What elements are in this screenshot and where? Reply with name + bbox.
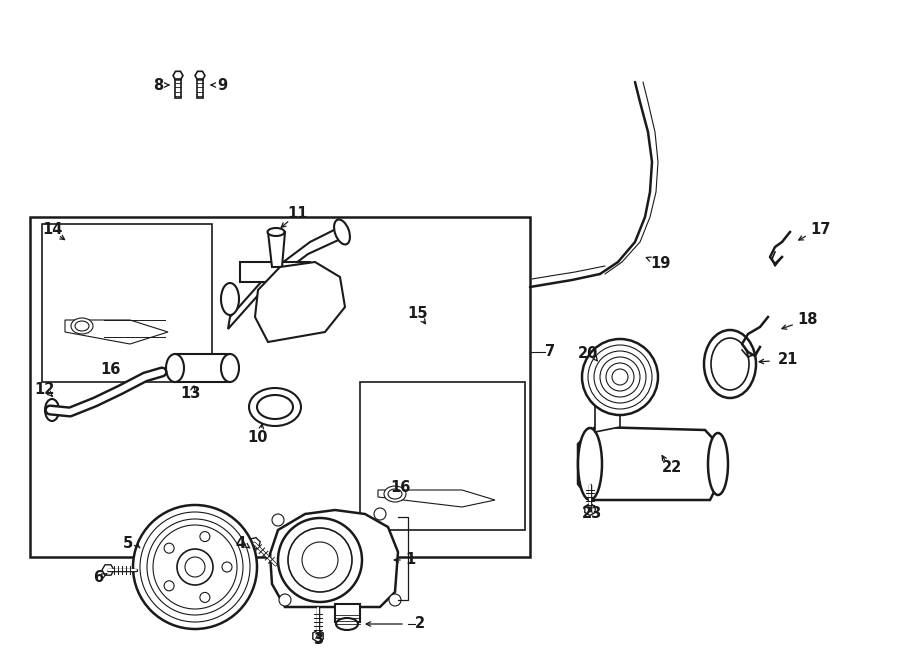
Polygon shape (313, 630, 323, 642)
Text: 9: 9 (217, 77, 227, 93)
Circle shape (582, 339, 658, 415)
Text: 8: 8 (153, 77, 163, 93)
Ellipse shape (45, 399, 59, 421)
Text: 2: 2 (415, 616, 425, 632)
Circle shape (164, 544, 174, 553)
Circle shape (200, 532, 210, 542)
Circle shape (588, 345, 652, 409)
Circle shape (140, 512, 250, 622)
Circle shape (279, 594, 291, 606)
Circle shape (278, 518, 362, 602)
Polygon shape (173, 71, 183, 80)
Ellipse shape (334, 220, 350, 244)
Circle shape (153, 525, 237, 609)
Text: 13: 13 (180, 387, 200, 401)
Ellipse shape (221, 283, 239, 315)
Text: 15: 15 (408, 307, 428, 322)
Bar (42, 224, 212, 382)
Text: 20: 20 (578, 346, 599, 361)
Text: 7: 7 (545, 344, 555, 359)
Polygon shape (268, 232, 285, 267)
Circle shape (147, 519, 243, 615)
Circle shape (606, 363, 634, 391)
Polygon shape (595, 404, 620, 432)
Text: 17: 17 (810, 222, 830, 238)
Ellipse shape (578, 428, 602, 500)
Text: 10: 10 (248, 430, 268, 444)
Polygon shape (335, 604, 360, 622)
Ellipse shape (71, 318, 93, 334)
Polygon shape (248, 538, 260, 549)
Polygon shape (578, 427, 718, 500)
Text: 4: 4 (235, 536, 245, 551)
Circle shape (222, 562, 232, 572)
Polygon shape (175, 354, 230, 382)
Polygon shape (240, 262, 310, 282)
Polygon shape (270, 510, 398, 607)
Circle shape (612, 369, 628, 385)
Ellipse shape (75, 321, 89, 331)
Polygon shape (65, 320, 168, 344)
Text: 18: 18 (797, 312, 818, 328)
Ellipse shape (388, 489, 402, 499)
Circle shape (600, 357, 640, 397)
Bar (197, 75, 202, 98)
Circle shape (374, 508, 386, 520)
Polygon shape (228, 227, 345, 329)
Circle shape (164, 581, 174, 591)
Ellipse shape (166, 354, 184, 382)
Text: 16: 16 (100, 363, 121, 377)
Circle shape (594, 351, 646, 403)
Bar (176, 75, 181, 98)
Text: 21: 21 (778, 352, 798, 367)
Polygon shape (585, 504, 595, 516)
Polygon shape (255, 262, 345, 342)
Circle shape (200, 592, 210, 602)
Circle shape (133, 505, 257, 629)
Bar (30, 217, 530, 557)
Polygon shape (378, 490, 495, 507)
Text: 14: 14 (41, 222, 62, 238)
Ellipse shape (704, 330, 756, 398)
Circle shape (389, 594, 401, 606)
Ellipse shape (711, 338, 749, 390)
Circle shape (302, 542, 338, 578)
Circle shape (185, 557, 205, 577)
Text: 16: 16 (390, 479, 410, 495)
Ellipse shape (336, 618, 358, 630)
Text: 23: 23 (582, 506, 602, 522)
Polygon shape (195, 71, 205, 80)
Ellipse shape (708, 433, 728, 495)
Text: 19: 19 (650, 256, 670, 271)
Ellipse shape (249, 388, 301, 426)
Text: 11: 11 (288, 207, 308, 222)
Text: 5: 5 (123, 536, 133, 551)
Bar (360, 382, 525, 530)
Ellipse shape (221, 354, 239, 382)
Circle shape (272, 514, 284, 526)
Circle shape (288, 528, 352, 592)
Ellipse shape (267, 228, 284, 236)
Text: 12: 12 (34, 383, 54, 397)
Text: 22: 22 (662, 459, 682, 475)
Text: 1: 1 (405, 553, 415, 567)
Ellipse shape (257, 395, 293, 419)
Circle shape (177, 549, 213, 585)
Text: 3: 3 (313, 632, 323, 647)
Polygon shape (102, 565, 114, 575)
Text: 6: 6 (93, 569, 104, 585)
Ellipse shape (384, 486, 406, 502)
